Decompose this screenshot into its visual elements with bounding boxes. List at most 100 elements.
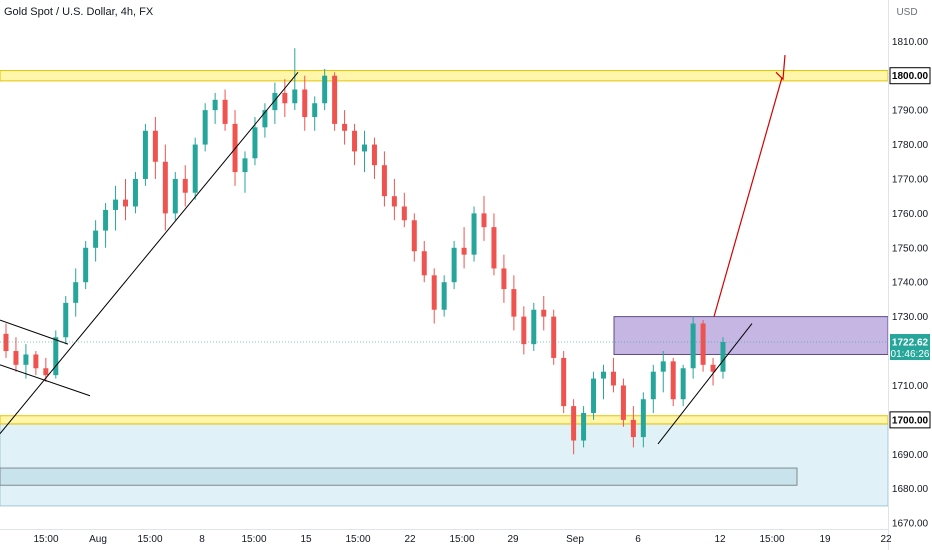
candle-body [571, 406, 577, 441]
x-tick-label: 15:00 [137, 534, 162, 545]
currency-label: USD [896, 7, 917, 18]
resistance-zone [613, 316, 889, 355]
candle-body [630, 419, 636, 438]
candle-body [172, 178, 178, 214]
candle-body [312, 103, 318, 118]
candle-body [73, 282, 79, 303]
candle-body [33, 354, 39, 369]
candle-body [302, 89, 308, 118]
trendlines-group [0, 55, 888, 445]
candle-body [23, 354, 29, 365]
candle-body [401, 206, 407, 221]
candle-body [551, 316, 557, 358]
candle-body [581, 412, 587, 441]
candle-body [371, 144, 377, 166]
candle-body [222, 99, 228, 124]
support-band-1700 [0, 415, 889, 425]
price-tag-box [890, 334, 930, 361]
candle-body [720, 342, 726, 372]
candle-body [531, 309, 537, 345]
candle-body [601, 371, 606, 379]
candle-body [610, 371, 616, 386]
candle-body [242, 158, 248, 173]
candle-body [272, 92, 278, 111]
candle-body [342, 123, 348, 131]
candle-body [43, 368, 49, 376]
x-tick-label: 15:00 [449, 534, 474, 545]
candle-body [152, 130, 158, 162]
candle-body [142, 130, 148, 179]
price-tag-box [889, 411, 931, 429]
candle-body [332, 75, 338, 124]
x-tick-label: 8 [199, 534, 205, 545]
candle-body [411, 220, 417, 252]
x-tick-label: 29 [507, 534, 519, 545]
candle-body [561, 357, 567, 407]
candle-body [123, 199, 128, 207]
candle-body [491, 227, 497, 269]
price-tag-countdown: 01:46:26 [891, 349, 930, 360]
y-tick-label: 1730.00 [892, 312, 929, 323]
candle-body [660, 361, 666, 372]
y-tick-label: 1780.00 [892, 140, 929, 151]
candle-body [212, 99, 218, 111]
demand-zone [0, 422, 889, 507]
candle-body [83, 247, 89, 283]
x-tick-label: 15:00 [33, 534, 58, 545]
candle-body [132, 178, 138, 207]
candle-body [381, 165, 387, 197]
candle-body [501, 268, 507, 290]
x-tick-label: 22 [880, 534, 892, 545]
chart-title: Gold Spot / U.S. Dollar, 4h, FX [4, 6, 154, 18]
candle-body [471, 213, 477, 255]
candle-body [690, 323, 696, 369]
candle-body [182, 178, 188, 193]
price-tag-label: 1800.00 [892, 71, 929, 82]
x-tick-label: 6 [635, 534, 641, 545]
candle-body [103, 209, 109, 231]
candle-body [262, 110, 268, 128]
candle-body [680, 368, 686, 400]
candle-body [391, 196, 397, 207]
candle-body [113, 199, 119, 210]
candle-body [670, 361, 676, 400]
candle-body [252, 127, 258, 159]
candle-body [541, 309, 547, 317]
candle-body [192, 144, 198, 193]
candle-body [53, 337, 59, 376]
candle-body [441, 282, 447, 310]
target-arrow-head [775, 55, 786, 81]
demand-zone-sub-box [0, 467, 798, 486]
candle-body [481, 213, 487, 228]
target-arrow-line [713, 77, 783, 317]
y-tick-label: 1750.00 [892, 243, 929, 254]
y-tick-label: 1670.00 [892, 519, 929, 530]
y-tick-label: 1740.00 [892, 278, 929, 289]
y-tick-label: 1770.00 [892, 174, 929, 185]
candle-body [202, 110, 208, 145]
y-tick-label: 1810.00 [892, 37, 929, 48]
candle-body [162, 161, 168, 214]
candle-body [431, 275, 437, 310]
y-tick-label: 1690.00 [892, 450, 929, 461]
price-tag-box [889, 67, 931, 85]
x-tick-label: 15:00 [759, 534, 784, 545]
time-axis: 15:00 Aug 15:00 8 15:00 15 15:00 22 15:00 29 Sep 6 1… [33, 534, 892, 545]
x-tick-label: 22 [404, 534, 416, 545]
y-tick-label: 1760.00 [892, 209, 929, 220]
candle-body [13, 351, 19, 365]
channel-bottom-line [0, 364, 91, 397]
x-tick-label: 19 [819, 534, 831, 545]
candle-body [451, 247, 457, 283]
candle-body [620, 385, 626, 420]
candle-body [421, 251, 427, 276]
x-tick-label: 15 [300, 534, 312, 545]
y-tick-label: 1790.00 [892, 106, 929, 117]
candle-body [521, 316, 527, 345]
x-tick-label: 15:00 [241, 534, 266, 545]
rising-support-line [657, 323, 753, 445]
candle-body [461, 247, 467, 255]
candle-body [362, 144, 367, 152]
